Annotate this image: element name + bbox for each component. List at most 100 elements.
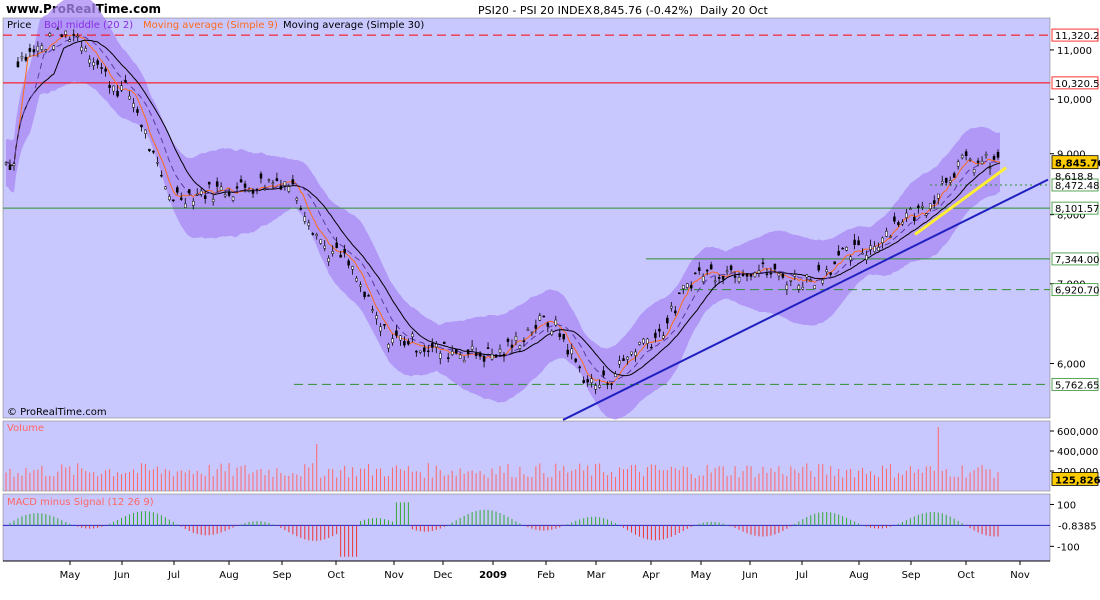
- candle-body: [686, 283, 689, 288]
- candle-body: [80, 46, 83, 52]
- candle-body: [813, 285, 816, 289]
- candle-body: [295, 198, 299, 201]
- candle-body: [319, 239, 322, 244]
- x-tick-label: Sep: [273, 570, 292, 581]
- candle-body: [610, 383, 613, 386]
- support-trendline: [562, 178, 1049, 421]
- y-tick-label: 10,000: [1057, 95, 1092, 106]
- candle-body: [148, 148, 151, 152]
- candle-body: [152, 150, 155, 153]
- candle-body: [642, 338, 645, 344]
- candle-body: [725, 270, 729, 273]
- candle-body: [733, 275, 737, 278]
- candle-body: [335, 242, 338, 248]
- candle-body: [128, 95, 131, 100]
- legend-boll: Boll middle (20 2): [44, 20, 133, 31]
- candle-body: [52, 45, 56, 50]
- candle-body: [203, 195, 207, 199]
- candle-body: [215, 181, 219, 187]
- candle-body: [387, 344, 390, 349]
- candle-body: [674, 310, 677, 314]
- macd-title: MACD minus Signal (12 26 9): [7, 497, 154, 508]
- candle-body: [606, 383, 609, 385]
- x-tick-label: Dec: [433, 570, 452, 581]
- candle-body: [8, 165, 12, 170]
- candle-body: [789, 279, 793, 282]
- candle-body: [124, 80, 127, 83]
- candle-body: [16, 61, 20, 67]
- candle-body: [283, 181, 287, 186]
- candle-body: [407, 340, 410, 345]
- candle-body: [626, 356, 629, 360]
- candle-body: [729, 265, 733, 271]
- last-price-box: [1051, 155, 1099, 170]
- candle-body: [534, 324, 538, 329]
- candle-body: [817, 264, 820, 271]
- candle-body: [423, 347, 426, 352]
- candle-body: [367, 295, 370, 297]
- candle-body: [745, 273, 749, 277]
- candle-body: [287, 186, 291, 192]
- candle-body: [442, 341, 446, 344]
- candle-body: [223, 194, 227, 197]
- x-tick-label: Jun: [741, 570, 758, 581]
- candle-body: [355, 277, 358, 282]
- x-tick-label: Jul: [795, 570, 808, 581]
- y-tick-label: 6,000: [1057, 359, 1086, 370]
- candle-body: [439, 353, 442, 359]
- candle-body: [976, 160, 980, 163]
- candle-body: [510, 344, 514, 348]
- candle-body: [20, 56, 24, 59]
- last-price-label: 8,845.76: [1055, 159, 1100, 170]
- vol-tick-label: 400,000: [1057, 447, 1098, 458]
- candle-body: [235, 186, 239, 189]
- candle-body: [211, 199, 215, 202]
- candle-body: [176, 187, 179, 193]
- candle-body: [267, 179, 271, 181]
- candle-body: [371, 309, 374, 311]
- candle-body: [917, 205, 920, 208]
- candle-body: [717, 277, 721, 279]
- candle-body: [956, 161, 960, 167]
- candle-body: [701, 276, 705, 282]
- candle-body: [809, 279, 813, 282]
- level-label: 5,762.65: [1055, 380, 1100, 391]
- candle-body: [172, 199, 175, 202]
- candle-body: [769, 272, 773, 275]
- candle-body: [466, 349, 470, 354]
- candle-body: [191, 201, 195, 206]
- x-tick-label: May: [691, 570, 712, 581]
- candle-body: [184, 203, 187, 208]
- macd-panel: [2, 493, 1051, 562]
- candle-body: [188, 189, 191, 194]
- candle-body: [602, 370, 605, 376]
- candle-body: [869, 245, 872, 250]
- candle-body: [347, 260, 350, 266]
- candle-body: [992, 156, 996, 160]
- candle-body: [849, 256, 852, 261]
- last-price-header: 8,845.76 (-0.42%): [593, 4, 693, 17]
- candle-body: [391, 338, 394, 343]
- candle-body: [470, 345, 474, 350]
- candle-body: [311, 233, 315, 235]
- candle-body: [913, 217, 916, 222]
- candle-body: [936, 193, 940, 199]
- candle-body: [227, 191, 231, 196]
- candle-body: [44, 49, 48, 52]
- candle-body: [586, 379, 589, 383]
- candle-body: [28, 48, 32, 52]
- x-tick-label: Apr: [642, 570, 660, 581]
- candle-body: [431, 343, 434, 348]
- candle-body: [76, 35, 79, 38]
- candle-body: [92, 62, 95, 66]
- candle-body: [562, 334, 566, 340]
- candle-body: [60, 34, 64, 37]
- candle-body: [594, 385, 597, 390]
- level-label-box: [1051, 178, 1099, 192]
- level-label: 11,320.20: [1055, 31, 1100, 42]
- candle-body: [359, 284, 362, 287]
- candle-body: [713, 280, 717, 283]
- candle-body: [363, 291, 366, 298]
- candle-body: [885, 230, 888, 237]
- candle-body: [598, 384, 601, 388]
